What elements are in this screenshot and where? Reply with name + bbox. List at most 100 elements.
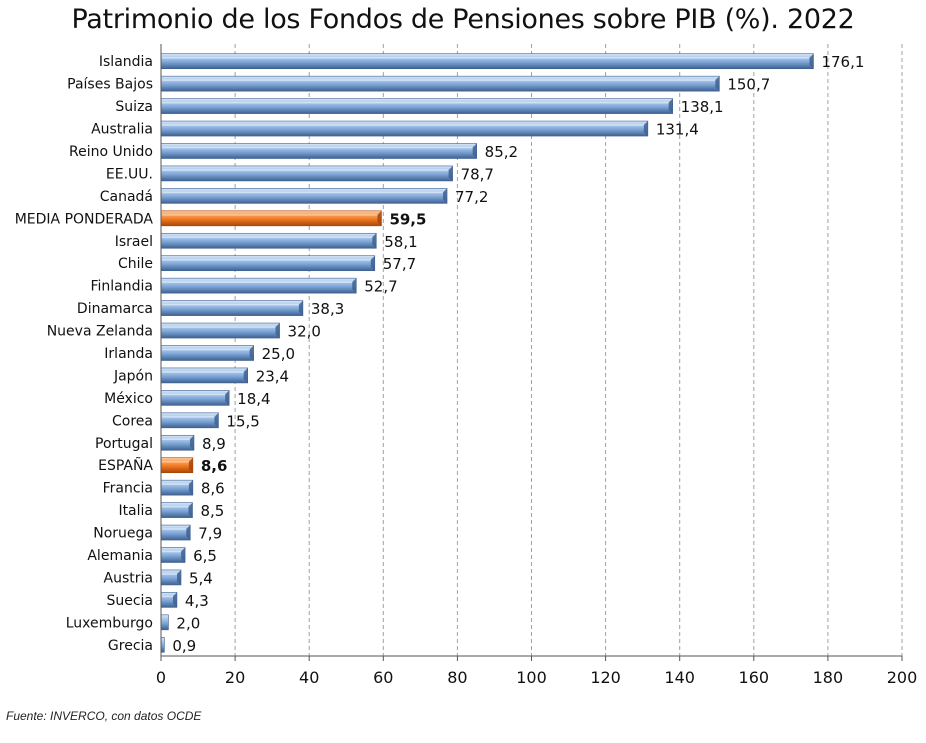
bars [160, 53, 814, 653]
bar-20 [160, 502, 193, 518]
bar-25 [160, 614, 169, 631]
category-label-10: Finlandia [91, 279, 154, 295]
bar-bevel-4 [472, 143, 477, 159]
bar-bevel-10 [352, 278, 357, 294]
bar-bevel-13 [249, 345, 254, 361]
bar-bevel-3 [643, 121, 648, 137]
value-label-8: 58,1 [384, 233, 417, 251]
category-label-17: Portugal [95, 436, 153, 452]
bar-21 [160, 524, 191, 541]
category-label-20: Italia [118, 503, 153, 519]
bar-bevel-6 [443, 188, 448, 204]
bar-bevel-2 [668, 98, 673, 114]
bar-bevel-21 [186, 525, 191, 541]
value-label-11: 38,3 [311, 300, 344, 318]
x-tick-label-180: 180 [813, 668, 844, 687]
bar-18 [160, 457, 194, 474]
category-label-14: Japón [113, 368, 153, 384]
x-axis: 0 20 40 60 80 100 120 140 160 180 200 [156, 44, 917, 687]
category-label-12: Nueva Zelanda [47, 324, 153, 340]
chart-title: Patrimonio de los Fondos de Pensiones so… [71, 4, 855, 35]
category-label-11: Dinamarca [77, 301, 153, 317]
bar-10 [160, 277, 357, 294]
bar-6 [160, 188, 448, 204]
bar-8 [160, 232, 377, 249]
bar-bevel-22 [181, 547, 186, 563]
category-label-15: México [104, 391, 153, 407]
source-note: Fuente: INVERCO, con datos OCDE [6, 709, 202, 723]
category-label-26: Grecia [108, 638, 153, 654]
bar-17 [160, 434, 195, 451]
category-label-5: EE.UU. [106, 166, 153, 182]
category-label-18: ESPAÑA [98, 457, 153, 474]
category-label-1: Países Bajos [67, 77, 153, 93]
value-label-17: 8,9 [202, 435, 226, 453]
x-tick-label-120: 120 [590, 668, 621, 687]
bar-13 [160, 345, 254, 361]
bar-19 [160, 479, 194, 496]
bar-7 [160, 210, 382, 227]
bar-2 [160, 98, 673, 114]
value-label-7: 59,5 [389, 210, 426, 228]
bar-4 [160, 143, 477, 159]
bar-bevel-15 [225, 390, 230, 406]
x-tick-label-0: 0 [156, 668, 166, 687]
x-tick-label-40: 40 [299, 668, 319, 687]
bar-26 [160, 636, 165, 653]
x-tick-label-200: 200 [887, 668, 918, 687]
value-label-13: 25,0 [262, 345, 295, 363]
value-label-14: 23,4 [256, 367, 289, 385]
value-label-23: 5,4 [189, 569, 213, 587]
value-label-9: 57,7 [383, 255, 416, 273]
category-label-23: Austria [104, 570, 153, 586]
value-label-5: 78,7 [461, 165, 494, 183]
bar-bevel-20 [188, 502, 193, 518]
bar-11 [160, 300, 304, 316]
category-label-19: Francia [103, 481, 153, 497]
x-tick-label-80: 80 [447, 668, 467, 687]
bar-bevel-18 [188, 457, 193, 473]
category-label-4: Reino Unido [69, 144, 153, 160]
value-label-22: 6,5 [193, 547, 217, 565]
bar-bevel-16 [214, 412, 219, 428]
category-label-9: Chile [118, 256, 153, 272]
category-label-25: Luxemburgo [66, 615, 153, 631]
bar-bevel-14 [243, 367, 248, 383]
bar-14 [160, 367, 248, 384]
bar-bevel-5 [448, 165, 453, 181]
value-label-12: 32,0 [288, 323, 321, 341]
x-tick-label-140: 140 [664, 668, 695, 687]
bar-5 [160, 165, 453, 182]
category-label-24: Suecia [106, 593, 153, 609]
value-label-16: 15,5 [226, 412, 259, 430]
bar-bevel-23 [177, 569, 182, 585]
bar-bevel-12 [275, 323, 280, 339]
bar-bevel-24 [172, 592, 177, 608]
bar-1 [160, 75, 720, 92]
bar-bevel-8 [372, 233, 377, 249]
value-label-3: 131,4 [656, 121, 699, 139]
category-label-3: Australia [91, 122, 153, 138]
bar-bevel-19 [188, 480, 193, 496]
value-label-19: 8,6 [201, 480, 225, 498]
value-label-6: 77,2 [455, 188, 488, 206]
value-label-21: 7,9 [198, 525, 222, 543]
value-label-20: 8,5 [200, 502, 224, 520]
labels: Islandia 176,1 Países Bajos 150,7 Suiza 138,1… [15, 53, 865, 655]
x-tick-label-20: 20 [225, 668, 245, 687]
bar-bevel-7 [377, 210, 382, 226]
bar-0 [160, 53, 814, 70]
bar-12 [160, 322, 280, 339]
value-label-15: 18,4 [237, 390, 270, 408]
category-label-6: Canadá [100, 189, 153, 205]
value-label-0: 176,1 [821, 53, 864, 71]
value-label-10: 52,7 [364, 278, 397, 296]
x-tick-label-60: 60 [373, 668, 393, 687]
value-label-18: 8,6 [201, 457, 228, 475]
value-label-4: 85,2 [485, 143, 518, 161]
bar-16 [160, 412, 219, 429]
bar-chart: Islandia 176,1 Países Bajos 150,7 Suiza 138,1… [15, 44, 917, 687]
bar-bevel-11 [298, 300, 303, 316]
value-label-24: 4,3 [185, 592, 209, 610]
category-label-22: Alemania [87, 548, 153, 564]
